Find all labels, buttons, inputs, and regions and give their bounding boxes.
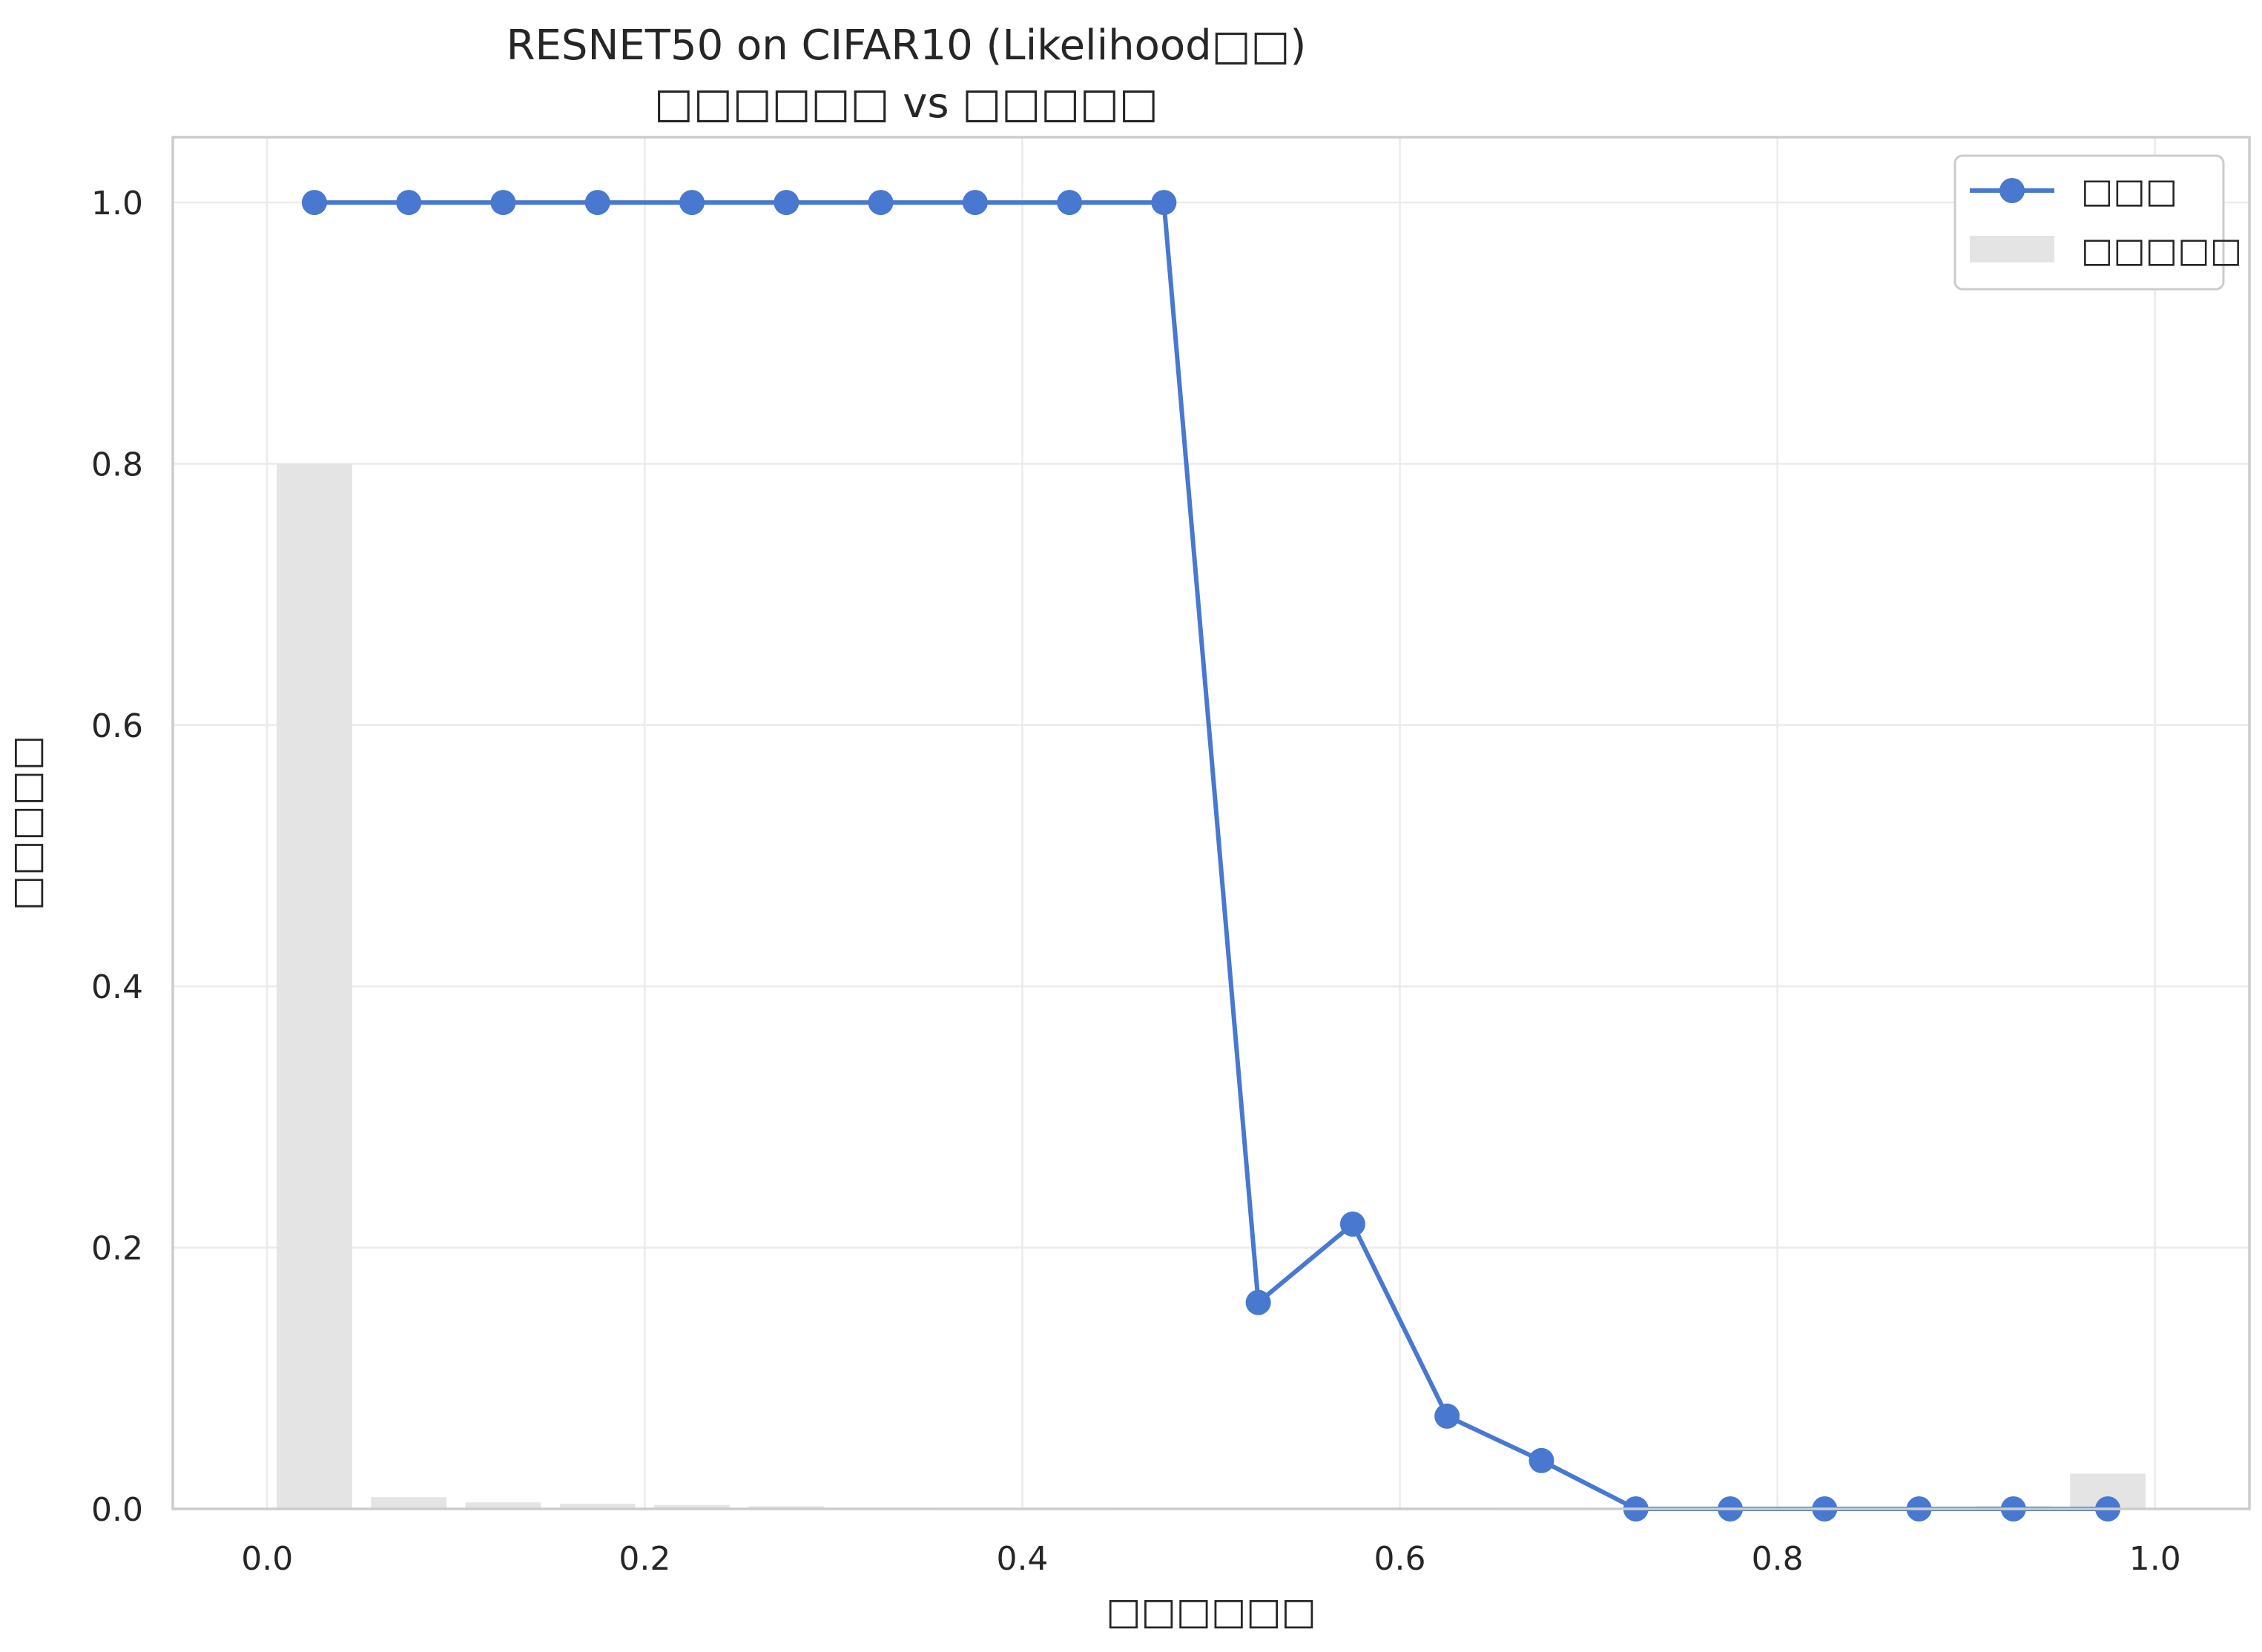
y-tick-label: 0.0 (91, 1491, 143, 1529)
data-point (1057, 190, 1083, 216)
legend: □□□ □□□□□ (1953, 154, 2242, 291)
data-point (490, 190, 516, 216)
y-tick-label: 0.6 (91, 707, 143, 745)
y-axis-label: □□□□□ (4, 736, 47, 911)
x-tick-label: 0.8 (1752, 1540, 1804, 1578)
legend-label-line: □□□ (2081, 171, 2177, 211)
data-point (301, 190, 327, 216)
bar (465, 1502, 541, 1509)
data-point (1434, 1403, 1460, 1429)
y-tick-label: 0.8 (91, 446, 143, 483)
bar (371, 1497, 447, 1509)
data-point (396, 190, 422, 216)
y-tick-label: 1.0 (91, 185, 143, 222)
data-point (679, 190, 705, 216)
bar (559, 1503, 636, 1509)
data-point (1245, 1289, 1271, 1315)
data-point (1339, 1211, 1365, 1237)
data-point (774, 190, 799, 216)
x-tick-label: 0.4 (996, 1540, 1048, 1578)
data-point (584, 190, 610, 216)
x-tick-label: 1.0 (2129, 1540, 2181, 1578)
bar (277, 463, 352, 1509)
data-point (1529, 1447, 1554, 1473)
y-tick-label: 0.2 (91, 1230, 143, 1268)
chart-title: RESNET50 on CIFAR10 (Likelihood□□) (507, 22, 1307, 70)
grid (173, 137, 2249, 1510)
legend-label-bar: □□□□□ (2081, 230, 2242, 270)
plot-frame (171, 136, 2251, 1510)
data-point (868, 190, 894, 216)
legend-bar-swatch (1970, 236, 2054, 262)
bar (748, 1506, 825, 1509)
chart-subtitle: □□□□□□ vs □□□□□ (654, 79, 1158, 128)
axis-ticks: 0.0 0.2 0.4 0.6 0.8 1.0 0.0 0.2 0.4 0.6 0.8 1.0 (91, 185, 2181, 1578)
data-point (962, 190, 988, 216)
data-point (1151, 190, 1177, 216)
bar (654, 1504, 730, 1509)
x-tick-label: 0.0 (241, 1540, 293, 1578)
legend-marker-swatch (1999, 178, 2025, 203)
y-tick-label: 0.4 (91, 968, 143, 1006)
x-tick-label: 0.6 (1374, 1540, 1426, 1578)
x-tick-label: 0.2 (619, 1540, 670, 1578)
x-axis-label: □□□□□□ (1106, 1590, 1316, 1633)
